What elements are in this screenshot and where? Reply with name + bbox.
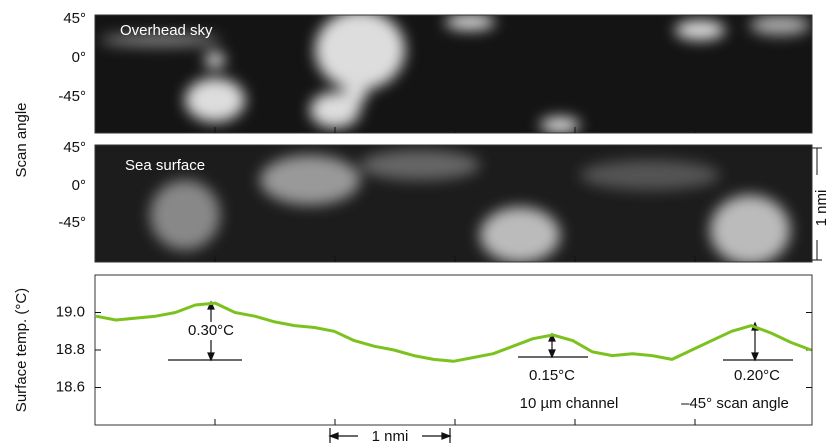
panel-label: Sea surface <box>125 157 205 174</box>
scale-bar-label: 1 nmi <box>372 428 409 443</box>
figure: Overhead sky Sea surface Scan angle 45° … <box>0 0 826 443</box>
annotation: 0.30°C <box>188 322 234 339</box>
scan-tick: 45° <box>63 139 86 156</box>
scan-tick: -45° <box>58 214 86 231</box>
annotation: –45° scan angle <box>681 395 789 412</box>
annotation-marks <box>168 302 793 443</box>
scan-axis-title: Scan angle <box>13 102 30 177</box>
panel-label: Overhead sky <box>120 22 213 39</box>
y-tick-label: 18.6 <box>56 378 85 395</box>
y-tick-label: 19.0 <box>56 303 85 320</box>
y-axis-title: Surface temp. (°C) <box>13 288 30 412</box>
annotation: 0.15°C <box>529 367 575 384</box>
scan-tick: 45° <box>63 10 86 27</box>
side-scale-label: 1 nmi <box>813 190 826 227</box>
annotation: 10 µm channel <box>520 395 619 412</box>
scan-tick: 0° <box>72 177 86 194</box>
annotation: 0.20°C <box>734 367 780 384</box>
scan-tick: 0° <box>72 49 86 66</box>
scan-tick: -45° <box>58 88 86 105</box>
y-tick-label: 18.8 <box>56 341 85 358</box>
